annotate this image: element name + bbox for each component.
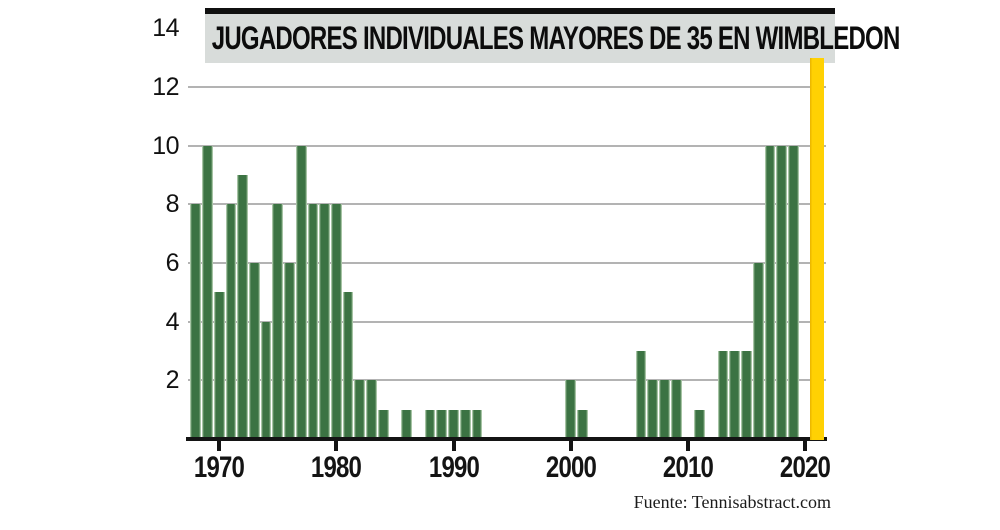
- x-tick-1970: [217, 441, 222, 451]
- bar-2011: [694, 409, 705, 440]
- bar-2006: [635, 351, 647, 440]
- bar-2016: [752, 263, 764, 440]
- bar-1990: [448, 409, 459, 440]
- x-tick-2010: [685, 441, 690, 451]
- bar-2013: [717, 351, 729, 440]
- x-tick-label-2020: 2020: [779, 451, 831, 484]
- bar-1978: [307, 204, 319, 440]
- y-tick-label-6: 6: [165, 249, 180, 278]
- bar-1986: [401, 409, 412, 440]
- chart-title: JUGADORES INDIVIDUALES MAYORES DE 35 EN …: [211, 20, 901, 56]
- bar-1981: [342, 292, 354, 440]
- x-tick-label-2000: 2000: [545, 451, 597, 484]
- x-tick-label-1970: 1970: [194, 451, 245, 484]
- x-tick-label-2010: 2010: [662, 451, 714, 484]
- gridline-2: [188, 379, 826, 382]
- x-tick-label-1980: 1980: [311, 451, 362, 484]
- bar-1975: [272, 204, 284, 440]
- y-tick-label-14: 14: [152, 14, 179, 43]
- bar-1969: [202, 145, 213, 440]
- bar-2001: [577, 409, 588, 440]
- bar-2009: [670, 380, 682, 440]
- x-axis-line: [186, 437, 827, 441]
- source-credit: Fuente: Tennisabstract.com: [633, 492, 831, 512]
- bar-1974: [260, 321, 272, 440]
- bar-2015: [741, 351, 752, 440]
- title-block: JUGADORES INDIVIDUALES MAYORES DE 35 EN …: [205, 8, 900, 63]
- title-background-band: JUGADORES INDIVIDUALES MAYORES DE 35 EN …: [205, 14, 900, 63]
- gridline-12: [188, 86, 826, 89]
- y-tick-label-8: 8: [165, 190, 180, 219]
- y-tick-label-4: 4: [165, 307, 180, 336]
- bar-1973: [249, 263, 260, 440]
- bar-2000: [565, 380, 577, 440]
- bar-1984: [377, 409, 389, 440]
- bar-1983: [366, 380, 377, 440]
- bar-1979: [319, 204, 330, 440]
- bar-1968: [190, 204, 202, 440]
- y-tick-label-12: 12: [152, 73, 179, 102]
- bar-1991: [459, 409, 471, 440]
- x-tick-1980: [334, 441, 339, 451]
- x-tick-2020: [803, 441, 808, 451]
- bar-1976: [284, 263, 295, 440]
- bar-1989: [436, 409, 448, 440]
- bar-1970: [213, 292, 225, 440]
- y-tick-label-2: 2: [165, 366, 180, 395]
- title-top-bar: [205, 8, 835, 14]
- bar-2007: [647, 380, 659, 440]
- bar-1992: [471, 409, 483, 440]
- x-tick-2000: [568, 441, 573, 451]
- bar-2021: [810, 57, 824, 440]
- bar-1982: [354, 380, 366, 440]
- x-tick-1990: [451, 441, 456, 451]
- bar-2018: [776, 145, 787, 440]
- gridline-6: [188, 262, 826, 265]
- gridline-4: [188, 320, 826, 323]
- bar-2017: [764, 145, 776, 440]
- gridline-10: [188, 144, 826, 147]
- bar-1980: [331, 204, 342, 440]
- x-tick-label-1990: 1990: [428, 451, 479, 484]
- y-tick-label-10: 10: [152, 131, 179, 160]
- bar-1977: [295, 145, 307, 440]
- bar-1971: [225, 204, 237, 440]
- bar-2008: [659, 380, 670, 440]
- gridline-8: [188, 203, 826, 206]
- bar-1972: [237, 175, 248, 440]
- bar-2019: [787, 145, 799, 440]
- bar-1988: [424, 409, 436, 440]
- bar-2014: [729, 351, 741, 440]
